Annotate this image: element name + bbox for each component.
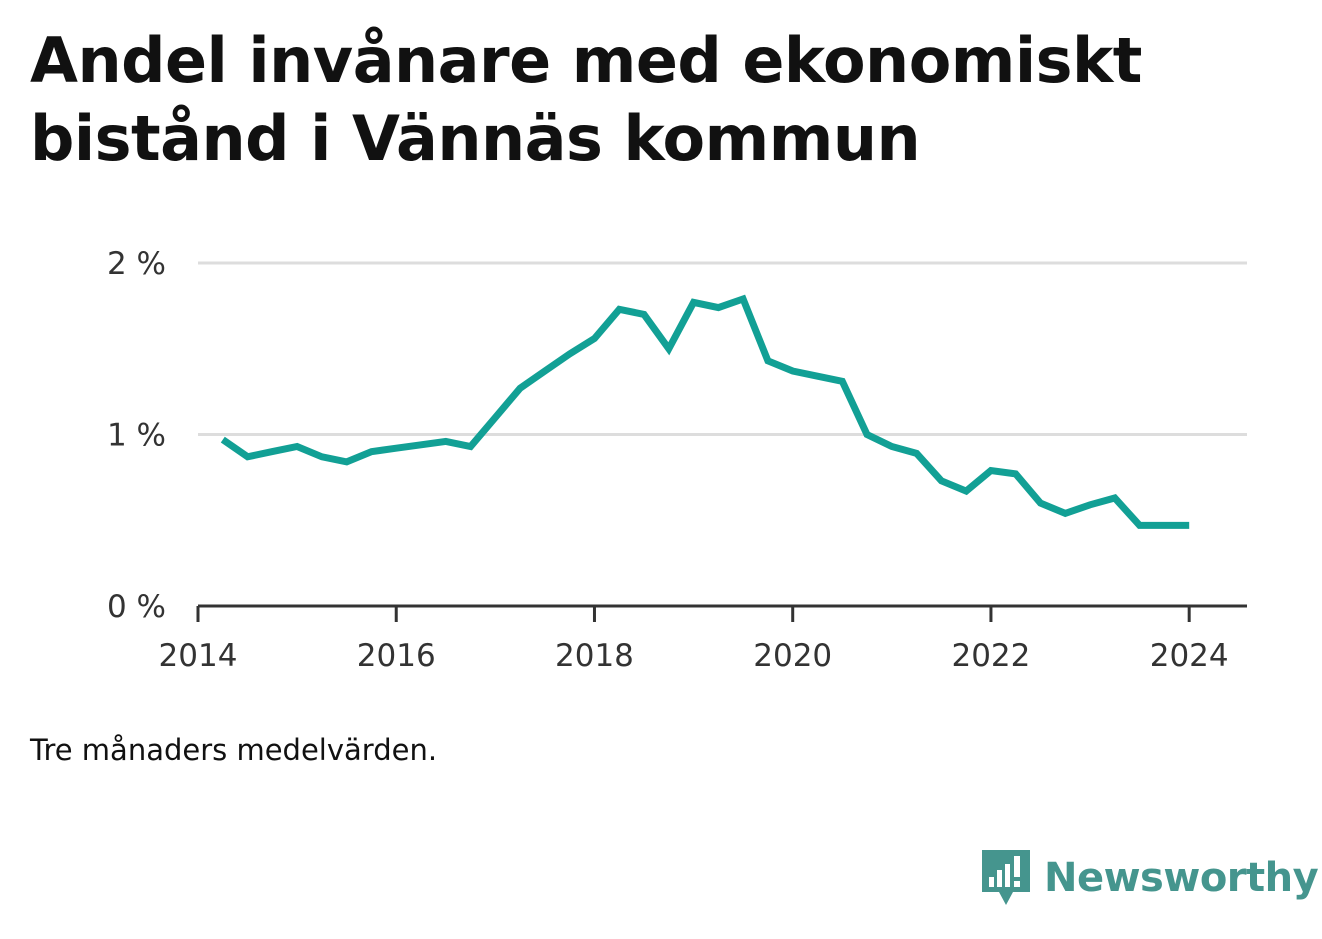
x-tick-label: 2020 xyxy=(753,638,832,674)
gridlines xyxy=(198,261,1247,436)
x-tick-labels: 2014 2016 2018 2020 2022 2024 xyxy=(159,638,1229,674)
y-tick-label: 2 % xyxy=(107,246,166,282)
x-tick-label: 2024 xyxy=(1150,638,1229,674)
y-tick-label: 0 % xyxy=(107,589,166,625)
x-axis xyxy=(196,604,1247,622)
newsworthy-logo-icon xyxy=(982,850,1030,905)
x-tick-label: 2018 xyxy=(555,638,634,674)
x-tick-label: 2016 xyxy=(357,638,436,674)
chart-note: Tre månaders medelvärden. xyxy=(30,733,438,767)
x-tick-label: 2022 xyxy=(951,638,1030,674)
data-series xyxy=(220,294,1190,529)
chart-title: Andel invånare med ekonomiskt bistånd i … xyxy=(30,24,1142,175)
brand-name: Newsworthy xyxy=(1044,855,1319,901)
y-tick-labels: 0 % 1 % 2 % xyxy=(107,246,166,625)
x-tick-label: 2014 xyxy=(159,638,238,674)
brand-logo: Newsworthy xyxy=(980,848,1319,908)
series-line xyxy=(220,294,1190,529)
y-tick-label: 1 % xyxy=(107,418,166,454)
